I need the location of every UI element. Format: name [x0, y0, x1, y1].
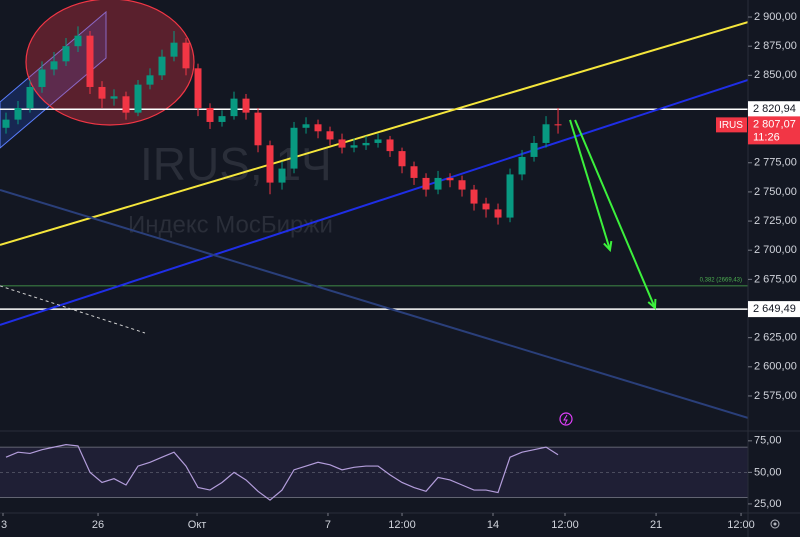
candle-body: [470, 189, 478, 204]
candle-body: [326, 131, 334, 140]
arrow-shaft: [569, 119, 611, 251]
candle-body: [338, 139, 346, 148]
candle-body: [386, 139, 394, 152]
x-tick-label: 3: [1, 519, 7, 531]
candle-body: [494, 209, 502, 218]
y-tick-label: 2 875,00: [754, 40, 797, 52]
candle-body: [314, 124, 322, 132]
fib-label: 0,382 (2669,43): [700, 277, 742, 283]
x-tick-label: 26: [92, 519, 104, 531]
y-tick-label: 2 700,00: [754, 244, 797, 256]
price-line-box: [748, 101, 800, 118]
y-tick-label: 2 900,00: [754, 11, 797, 23]
candle-body: [482, 203, 490, 210]
candle-body: [50, 61, 58, 70]
candle-body: [242, 98, 250, 113]
candle-body: [542, 124, 550, 143]
candle-body: [62, 46, 70, 62]
candle-body: [74, 35, 82, 47]
candle-body: [554, 124, 562, 126]
trendline: [0, 188, 748, 419]
x-tick-label: 7: [325, 519, 331, 531]
candle-body: [134, 84, 142, 113]
candle-body: [290, 127, 298, 169]
candle-body: [206, 107, 214, 122]
candle-body: [446, 177, 454, 181]
candle-body: [458, 180, 466, 190]
candle-body: [362, 142, 370, 146]
x-tick-label: Окт: [188, 519, 207, 531]
settings-icon[interactable]: [770, 519, 780, 529]
candle-body: [110, 96, 118, 99]
price-line-label: 2 820,94: [753, 103, 796, 115]
x-tick-label: 21: [650, 519, 662, 531]
y-tick-label: 2 750,00: [754, 186, 797, 198]
axes: 2 900,00 2 875,00 2 850,00 2 775,00 2 750,00…: [1, 11, 800, 531]
trendline: [0, 79, 748, 326]
candle-body: [194, 68, 202, 108]
candle-body: [146, 75, 154, 85]
candle-body: [218, 116, 226, 122]
countdown-label: 11:26: [753, 131, 780, 143]
symbol-label: IRUS: [719, 120, 743, 131]
y-tick-label: 2 775,00: [754, 157, 797, 169]
candle-body: [422, 177, 430, 190]
arrow-head: [603, 240, 613, 253]
rsi-y-tick-label: 75,00: [754, 435, 782, 447]
candle-body: [302, 124, 310, 128]
watermark-symbol: IRUS, 1Ч: [140, 138, 332, 190]
candle-body: [98, 86, 106, 99]
x-tick-label: 12:00: [727, 519, 755, 531]
candle-body: [434, 177, 442, 190]
y-tick-label: 2 675,00: [754, 273, 797, 285]
candle-body: [350, 145, 358, 148]
x-tick-label: 12:00: [551, 519, 579, 531]
candle-body: [374, 139, 382, 143]
y-tick-label: 2 725,00: [754, 215, 797, 227]
price-pane: 0,382 (2669,43): [0, 21, 748, 419]
candle-body: [122, 96, 130, 113]
y-tick-label: 2 575,00: [754, 390, 797, 402]
arrow-head: [647, 298, 657, 311]
candle-body: [266, 145, 274, 183]
rsi-line: [5, 444, 559, 501]
price-line-box: [748, 301, 800, 318]
candle-body: [170, 42, 178, 57]
candle-body: [86, 35, 94, 87]
x-tick-label: 12:00: [388, 519, 416, 531]
watermark-name: Индекс МосБиржи: [128, 211, 333, 238]
highlight-ellipse: [25, 0, 195, 126]
last-price-box: [748, 116, 800, 145]
candle-body: [530, 142, 538, 157]
candle-body: [26, 86, 34, 108]
candle-body: [38, 69, 46, 87]
last-price-label: 2 807,07: [753, 118, 796, 130]
candle-body: [398, 151, 406, 167]
candle-body: [254, 112, 262, 146]
price-line-label: 2 649,49: [753, 303, 796, 315]
candle-body: [182, 42, 190, 69]
arrow-shaft: [574, 119, 656, 309]
rsi-pane: [0, 444, 748, 501]
candle-body: [506, 174, 514, 218]
candle-body: [2, 119, 10, 128]
candle-body: [14, 107, 22, 120]
y-tick-label: 2 600,00: [754, 361, 797, 373]
rsi-y-tick-label: 50,00: [754, 466, 782, 478]
x-tick-label: 14: [487, 519, 499, 531]
candle-body: [230, 98, 238, 117]
trendline: [0, 285, 146, 334]
alert-icon: [559, 412, 573, 426]
trendline: [0, 21, 748, 246]
candle-body: [410, 166, 418, 178]
candle-body: [518, 156, 526, 175]
candle-body: [158, 56, 166, 76]
y-tick-label: 2 625,00: [754, 332, 797, 344]
rsi-y-tick-label: 25,00: [754, 498, 782, 510]
y-tick-label: 2 850,00: [754, 69, 797, 81]
candle-body: [278, 168, 286, 183]
symbol-tag: [716, 117, 747, 133]
